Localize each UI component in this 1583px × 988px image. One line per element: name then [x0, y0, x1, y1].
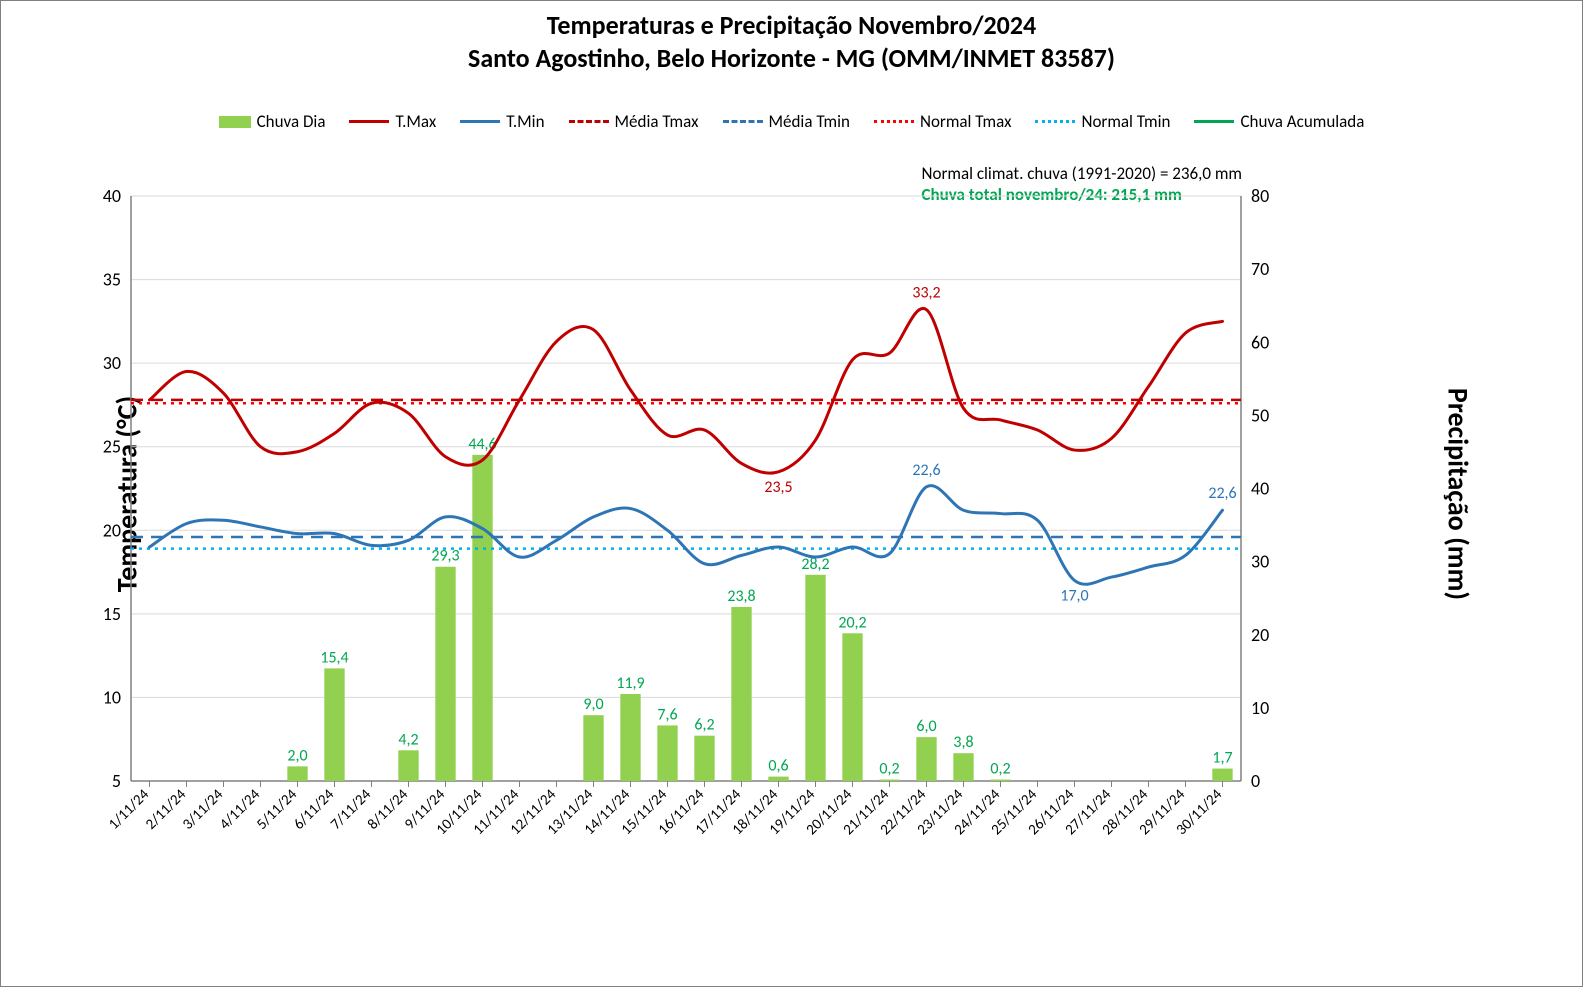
- line-point-label: 33,2: [912, 284, 940, 303]
- bar-chuva-dia: [990, 780, 1010, 781]
- line-tmin: [150, 486, 1223, 585]
- bar-label: 2,0: [287, 746, 307, 765]
- y1-tick-label: 5: [112, 770, 121, 792]
- line-point-label: 17,0: [1060, 586, 1088, 605]
- bar-chuva-dia: [953, 753, 973, 781]
- x-tick-label: 3/11/24: [179, 786, 227, 834]
- bar-chuva-dia: [805, 575, 825, 781]
- bar-chuva-dia: [398, 750, 418, 781]
- y1-tick-label: 10: [103, 686, 121, 708]
- line-point-label: 23,5: [764, 478, 792, 497]
- x-tick-label: 1/11/24: [105, 786, 153, 834]
- y2-tick-label: 70: [1251, 258, 1269, 280]
- bar-chuva-dia: [620, 694, 640, 781]
- y2-tick-label: 80: [1251, 185, 1269, 207]
- x-tick-label: 5/11/24: [253, 786, 301, 834]
- bar-label: 1,7: [1212, 749, 1232, 768]
- plot-svg: 510152025303540010203040506070801/11/242…: [1, 1, 1583, 988]
- bar-chuva-dia: [472, 455, 492, 781]
- bar-label: 7,6: [657, 705, 677, 724]
- y2-tick-label: 10: [1251, 697, 1269, 719]
- y1-tick-label: 35: [103, 269, 121, 291]
- y2-tick-label: 20: [1251, 624, 1269, 646]
- bar-label: 20,2: [838, 613, 866, 632]
- bar-chuva-dia: [1212, 769, 1232, 781]
- y1-tick-label: 20: [103, 519, 121, 541]
- chart-container: Temperaturas e Precipitação Novembro/202…: [0, 0, 1583, 987]
- bar-chuva-dia: [768, 777, 788, 781]
- bar-chuva-dia: [842, 633, 862, 781]
- x-tick-label: 4/11/24: [216, 786, 264, 834]
- bar-chuva-dia: [287, 766, 307, 781]
- y1-tick-label: 25: [103, 436, 121, 458]
- bar-label: 15,4: [320, 648, 348, 667]
- bar-chuva-dia: [324, 668, 344, 781]
- y2-tick-label: 50: [1251, 404, 1269, 426]
- y1-tick-label: 40: [103, 185, 121, 207]
- bar-label: 0,2: [879, 760, 899, 779]
- bar-label: 6,2: [694, 716, 714, 735]
- x-tick-label: 6/11/24: [290, 786, 338, 834]
- bar-label: 3,8: [953, 733, 973, 752]
- bar-chuva-dia: [694, 736, 714, 781]
- y1-tick-label: 15: [103, 603, 121, 625]
- x-tick-label: 7/11/24: [327, 786, 375, 834]
- y1-tick-label: 30: [103, 352, 121, 374]
- y2-tick-label: 0: [1251, 770, 1260, 792]
- line-point-label: 22,6: [1208, 484, 1236, 503]
- bar-chuva-dia: [657, 725, 677, 781]
- bar-chuva-dia: [435, 567, 455, 781]
- x-tick-label: 8/11/24: [364, 786, 412, 834]
- x-tick-label: 2/11/24: [142, 786, 190, 834]
- line-tmax: [150, 308, 1223, 473]
- bar-label: 4,2: [398, 730, 418, 749]
- y2-tick-label: 40: [1251, 478, 1269, 500]
- bar-label: 6,0: [916, 717, 936, 736]
- bar-label: 0,6: [768, 757, 788, 776]
- y2-tick-label: 60: [1251, 331, 1269, 353]
- bar-chuva-dia: [916, 737, 936, 781]
- bar-label: 23,8: [727, 587, 755, 606]
- line-point-label: 22,6: [912, 461, 940, 480]
- bar-chuva-dia: [583, 715, 603, 781]
- bar-chuva-dia: [731, 607, 751, 781]
- bar-chuva-dia: [879, 780, 899, 781]
- bar-label: 11,9: [616, 674, 644, 693]
- bar-label: 0,2: [990, 760, 1010, 779]
- bar-label: 9,0: [583, 695, 603, 714]
- y2-tick-label: 30: [1251, 551, 1269, 573]
